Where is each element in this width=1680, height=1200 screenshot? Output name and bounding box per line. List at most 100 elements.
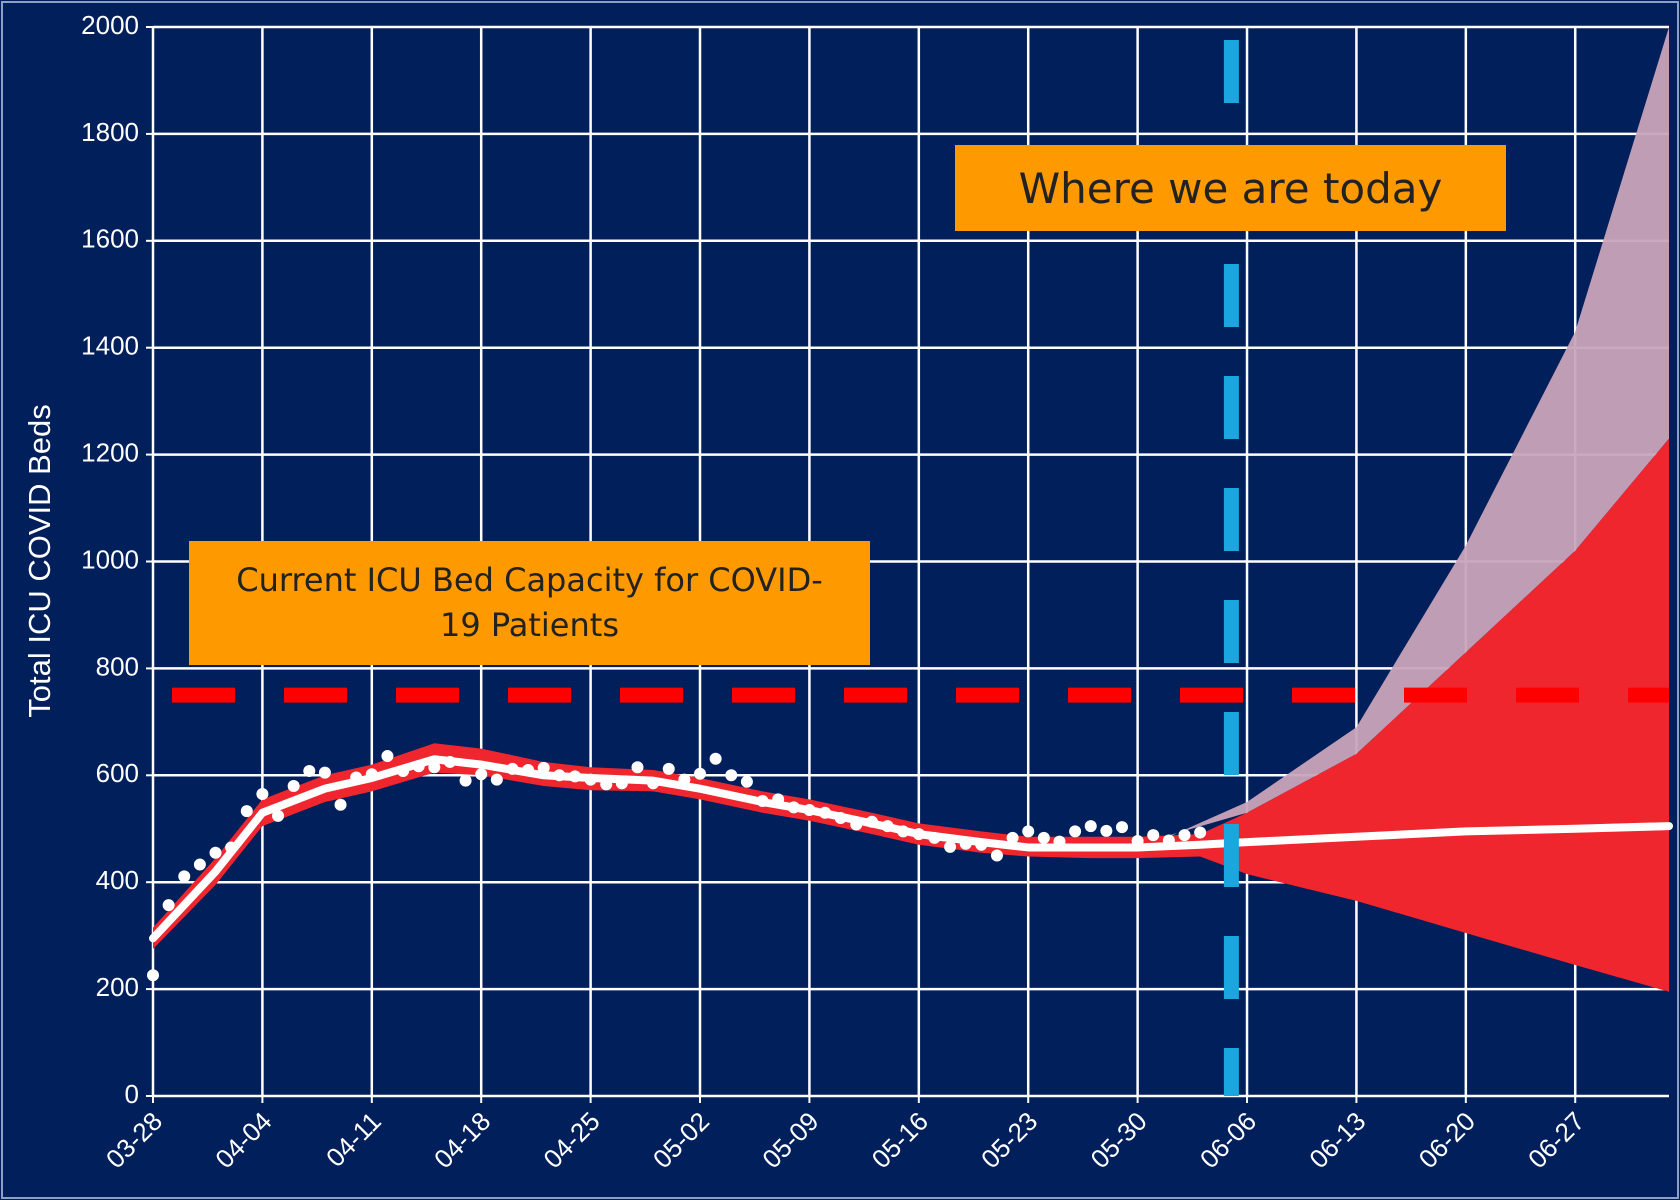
x-tick-label: 06-27	[1522, 1106, 1590, 1174]
point	[709, 752, 722, 765]
point	[694, 767, 707, 780]
point	[147, 969, 159, 982]
projection-area	[1168, 27, 1669, 837]
point	[881, 820, 894, 833]
point	[193, 858, 206, 871]
point	[990, 849, 1003, 862]
point	[240, 805, 253, 818]
point	[303, 765, 316, 778]
x-tick-label: 05-23	[975, 1106, 1043, 1174]
point	[631, 761, 644, 774]
point	[506, 762, 519, 775]
point	[865, 815, 878, 828]
x-tick-label: 06-13	[1303, 1106, 1371, 1174]
point	[178, 870, 191, 883]
point	[443, 755, 456, 768]
point	[537, 761, 550, 774]
point	[725, 769, 738, 782]
x-tick-label: 04-18	[428, 1106, 496, 1174]
point	[1053, 835, 1066, 848]
point	[1162, 834, 1175, 847]
y-tick-label: 400	[96, 865, 139, 895]
point	[756, 794, 769, 807]
point	[959, 837, 972, 850]
x-tick-label: 04-11	[320, 1106, 387, 1173]
point	[209, 846, 222, 859]
point	[772, 793, 785, 806]
x-tick-label: 03-28	[100, 1106, 168, 1174]
point	[272, 809, 285, 822]
point	[162, 899, 175, 912]
point	[256, 788, 269, 801]
x-tick-label: 06-20	[1413, 1106, 1481, 1174]
x-tick-label: 05-16	[866, 1106, 934, 1174]
point	[615, 777, 628, 790]
point	[459, 774, 472, 787]
x-tick-label: 04-25	[537, 1106, 605, 1174]
point	[1006, 831, 1019, 844]
point	[428, 761, 441, 774]
today-annotation: Where we are today	[955, 145, 1506, 231]
y-tick-label: 200	[96, 972, 139, 1002]
y-tick-label: 800	[96, 651, 139, 681]
point	[334, 798, 347, 811]
x-tick-label: 05-30	[1084, 1106, 1152, 1174]
band-area	[153, 438, 1669, 992]
point	[225, 841, 238, 854]
point	[912, 828, 925, 841]
point	[1178, 829, 1191, 842]
point	[318, 766, 331, 779]
point	[1022, 825, 1035, 838]
point	[1131, 835, 1144, 848]
point	[1147, 829, 1160, 842]
point	[662, 762, 675, 775]
point	[1069, 825, 1082, 838]
point	[975, 838, 988, 851]
point	[522, 763, 535, 776]
x-tick-label: 05-09	[756, 1106, 824, 1174]
point	[1115, 821, 1128, 834]
point	[647, 777, 660, 790]
point	[365, 768, 378, 781]
point	[1100, 824, 1113, 837]
point	[381, 750, 394, 763]
point	[850, 818, 863, 831]
y-tick-label: 0	[125, 1079, 139, 1109]
y-tick-label: 2000	[81, 10, 139, 40]
point	[1194, 826, 1207, 839]
y-tick-label: 1200	[81, 437, 139, 467]
point	[600, 778, 613, 791]
point	[944, 840, 957, 853]
capacity-annotation: Current ICU Bed Capacity for COVID-19 Pa…	[189, 541, 870, 665]
point	[897, 825, 910, 838]
point	[568, 770, 581, 783]
point	[584, 773, 597, 786]
y-tick-label: 1800	[81, 117, 139, 147]
x-tick-label: 06-06	[1194, 1106, 1262, 1174]
point	[412, 760, 425, 773]
point	[350, 771, 363, 784]
point	[819, 806, 832, 819]
point	[678, 773, 691, 786]
point	[553, 769, 566, 782]
y-tick-label: 1400	[81, 331, 139, 361]
point	[475, 768, 488, 781]
point	[787, 801, 800, 814]
point	[803, 804, 816, 817]
y-tick-label: 600	[96, 758, 139, 788]
y-tick-label: 1000	[81, 544, 139, 574]
point	[490, 773, 503, 786]
point	[928, 831, 941, 844]
y-tick-label: 1600	[81, 224, 139, 254]
x-tick-label: 05-02	[647, 1106, 715, 1174]
point	[834, 812, 847, 825]
x-tick-label: 04-04	[209, 1106, 277, 1174]
point	[1084, 820, 1097, 833]
point	[740, 775, 753, 788]
y-axis-label: Total ICU COVID Beds	[22, 404, 57, 718]
point	[287, 779, 300, 792]
point	[1037, 831, 1050, 844]
point	[397, 765, 410, 778]
